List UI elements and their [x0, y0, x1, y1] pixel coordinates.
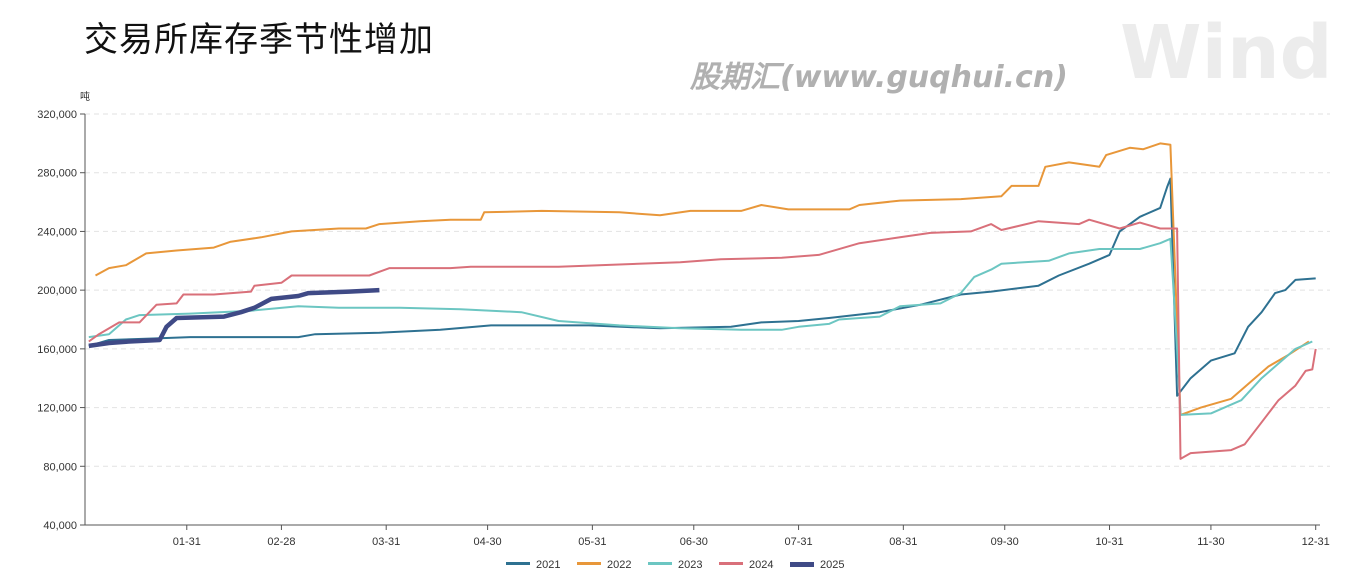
y-tick-label: 160,000 [37, 344, 77, 356]
legend-swatch-2021 [506, 562, 530, 565]
y-tick-label: 280,000 [37, 168, 77, 180]
x-tick-label: 05-31 [578, 536, 606, 548]
legend-label-2025: 2025 [820, 559, 844, 571]
y-tick-label: 320,000 [37, 109, 77, 121]
y-tick-label: 240,000 [37, 226, 77, 238]
series-line-2021 [88, 177, 1316, 397]
x-tick-label: 02-28 [267, 536, 295, 548]
legend: 2021 2022 2023 2024 2025 [506, 559, 844, 571]
gridlines [85, 113, 1330, 467]
series-line-2024 [88, 218, 1317, 460]
axes: 40,000 80,000 120,000 160,000 200,000 240,000… [37, 90, 1330, 548]
x-tick-label: 09-30 [991, 536, 1019, 548]
x-tick-label: 08-31 [889, 536, 917, 548]
legend-label-2024: 2024 [749, 559, 773, 571]
legend-swatch-2024 [719, 562, 743, 565]
x-tick-label: 01-31 [173, 536, 201, 548]
x-tick-label: 04-30 [474, 536, 502, 548]
legend-swatch-2025 [790, 562, 814, 567]
legend-swatch-2022 [577, 562, 601, 565]
y-tick-label: 120,000 [37, 403, 77, 415]
x-tick-label: 03-31 [372, 536, 400, 548]
x-tick-label: 10-31 [1095, 536, 1123, 548]
y-tick-label: 200,000 [37, 285, 77, 297]
x-tick-label: 11-30 [1197, 536, 1224, 548]
y-axis-unit: 吨 [80, 90, 90, 103]
y-tick-label: 40,000 [43, 520, 77, 532]
series-line-2022 [95, 142, 1310, 416]
x-tick-label: 12-31 [1302, 536, 1330, 548]
legend-label-2022: 2022 [607, 559, 631, 571]
x-tick-label: 07-31 [784, 536, 812, 548]
x-tick-label: 06-30 [680, 536, 708, 548]
legend-swatch-2023 [648, 562, 672, 565]
legend-label-2023: 2023 [678, 559, 702, 571]
series-lines [88, 142, 1317, 460]
series-line-2025 [88, 287, 380, 349]
watermark-logo: Wind [1120, 10, 1333, 96]
legend-label-2021: 2021 [536, 559, 560, 571]
y-tick-label: 80,000 [43, 461, 77, 473]
watermark: 股期汇(www.guqhui.cn) [690, 60, 1068, 95]
page-title: 交易所库存季节性增加 [84, 20, 434, 60]
